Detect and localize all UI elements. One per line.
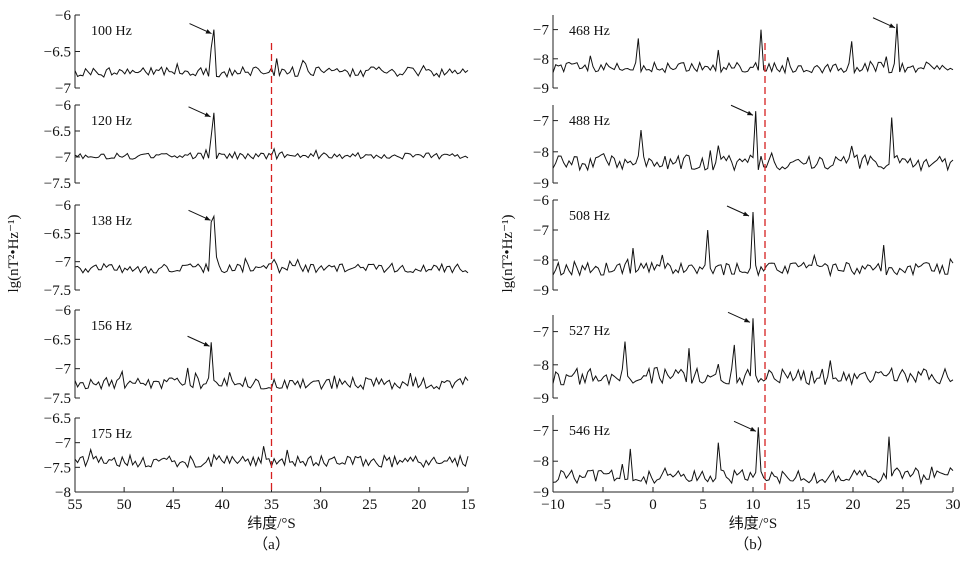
frequency-label: 488 Hz [569,114,610,129]
frequency-label: 546 Hz [569,424,610,439]
x-axis-label: 纬度/°S [247,515,296,532]
y-tick-label: −6.5 [44,332,71,348]
x-tick-label: 30 [946,497,961,513]
frequency-label: 175 Hz [91,427,132,442]
panel-488hz: −7 −8 −9 488 Hz [533,104,954,192]
arrow-head [203,341,210,347]
y-tick-label: −7 [55,81,71,97]
y-tick-label: −8 [55,485,71,501]
y-tick-label: −8 [533,52,549,68]
y-tick-label: −7 [55,362,71,378]
series-line [552,211,954,278]
frequency-label: 156 Hz [91,319,132,334]
x-tick-label: 45 [166,497,181,513]
arrow-head [205,29,212,34]
y-tick-label: −6.5 [44,45,71,61]
y-tick-label: −7 [533,223,549,239]
y-tick-label: −6.5 [44,124,71,140]
y-tick-label: −9 [533,81,549,97]
x-tick-label: 15 [461,497,476,513]
x-axis-label: 纬度/°S [729,515,778,532]
panel-546hz: −7 −8 −9 546 Hz [533,415,954,501]
x-tick-label: 50 [117,497,132,513]
y-tick-label: −7.5 [44,176,71,192]
y-tick-label: −7 [55,150,71,166]
panel-156hz: −6 −6.5 −7 −7.5 156 Hz [44,303,469,407]
panel-175hz: −6.5 −7 −7.5 −8 175 Hz [44,411,469,501]
y-tick-label: −8 [533,454,549,470]
y-tick-label: −8 [533,358,549,374]
y-tick-label: −9 [533,283,549,299]
arrow-head [204,112,211,117]
y-tick-label: −6 [55,198,71,214]
arrow-head [750,426,756,432]
y-tick-label: −8 [533,145,549,161]
panel-120hz: −6 −6.5 −7 −7.5 120 Hz [44,98,469,192]
frequency-label: 120 Hz [91,114,132,129]
x-tick-label: 25 [362,497,377,513]
frequency-label: 468 Hz [569,24,610,39]
panel-138hz: −6 −6.5 −7 −7.5 138 Hz [44,198,469,299]
y-tick-label: −7.5 [44,391,71,407]
y-tick-label: −9 [533,391,549,407]
arrow-head [747,110,753,116]
x-tick-label: −10 [541,497,564,513]
frequency-label: 527 Hz [569,324,610,339]
x-tick-label: 0 [649,497,657,513]
arrow-head [889,23,895,28]
x-tick-label: 40 [215,497,230,513]
panel-caption: （a） [253,536,290,553]
panel-caption: （b） [734,536,772,553]
frequency-label: 100 Hz [91,24,132,39]
frequency-label: 138 Hz [91,214,132,229]
x-tick-label: 10 [746,497,761,513]
arrow-head [744,317,750,323]
frequency-label: 508 Hz [569,209,610,224]
y-tick-label: −9 [533,176,549,192]
x-tick-label: −5 [595,497,611,513]
y-axis-label: lg(nT²•Hz⁻¹) [500,215,516,293]
y-tick-label: −8 [533,253,549,269]
y-tick-label: −7.5 [44,283,71,299]
x-tick-label: 20 [846,497,861,513]
y-tick-label: −7 [533,423,549,439]
y-tick-label: −7 [533,114,549,130]
y-tick-label: −7.5 [44,460,71,476]
y-tick-label: −6 [55,98,71,114]
series-line [552,23,954,75]
x-tick-label: 30 [313,497,328,513]
panel-100hz: −6 −6.5 −7 100 Hz [44,8,469,97]
series-line [552,318,954,387]
y-tick-label: −9 [533,485,549,501]
panel-527hz: −7 −8 −9 527 Hz [533,311,954,407]
x-tick-label: 20 [411,497,426,513]
y-tick-label: −7 [55,255,71,271]
arrow-head [743,211,749,216]
chart-a: lg(nT²•Hz⁻¹) −6 −6.5 −7 100 Hz −6 −6.5 −7 −7.5 12… [6,8,476,553]
x-tick-label: 15 [796,497,811,513]
panel-508hz: −6 −7 −8 −9 508 Hz [533,193,954,299]
y-tick-label: −6 [55,8,71,24]
panel-468hz: −7 −8 −9 468 Hz [533,15,954,97]
y-tick-label: −6.5 [44,226,71,242]
y-tick-label: −7 [533,23,549,39]
x-tick-label: 55 [68,497,83,513]
series-line [552,427,954,486]
y-tick-label: −6 [533,193,549,209]
y-axis-label: lg(nT²•Hz⁻¹) [6,215,22,293]
x-tick-label: 35 [264,497,279,513]
y-tick-label: −6 [55,303,71,319]
y-tick-label: −7 [533,325,549,341]
y-tick-label: −7 [55,436,71,452]
y-tick-label: −6.5 [44,411,71,427]
x-tick-label: 5 [699,497,707,513]
series-line [552,111,954,173]
x-tick-label: 25 [896,497,911,513]
arrow-head [204,215,211,221]
